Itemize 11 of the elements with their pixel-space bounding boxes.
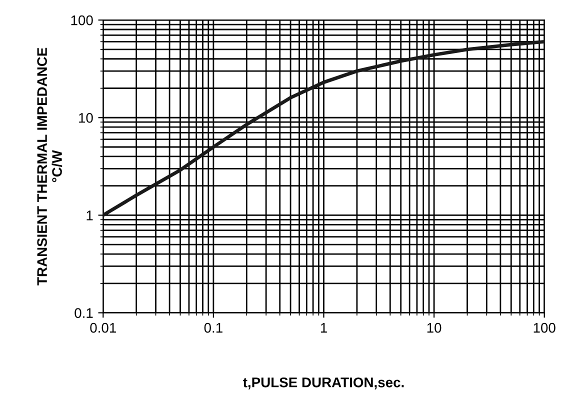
x-tick-label: 0.1 <box>204 322 222 333</box>
x-axis-title: t,PULSE DURATION,sec. <box>243 377 404 390</box>
y-tick-label: 100 <box>71 15 93 26</box>
y-tick-label: 10 <box>79 112 93 123</box>
y-tick-label: 0.1 <box>74 308 93 318</box>
x-tick-label: 10 <box>427 322 442 333</box>
x-tick-label: 1 <box>320 323 327 333</box>
x-tick-label: 0.01 <box>90 322 116 333</box>
y-axis-title: TRANSIENT THERMAL IMPEDANCE °C/W <box>37 48 62 286</box>
y-tick-label: 1 <box>86 210 93 220</box>
x-tick-label: 100 <box>534 322 556 333</box>
